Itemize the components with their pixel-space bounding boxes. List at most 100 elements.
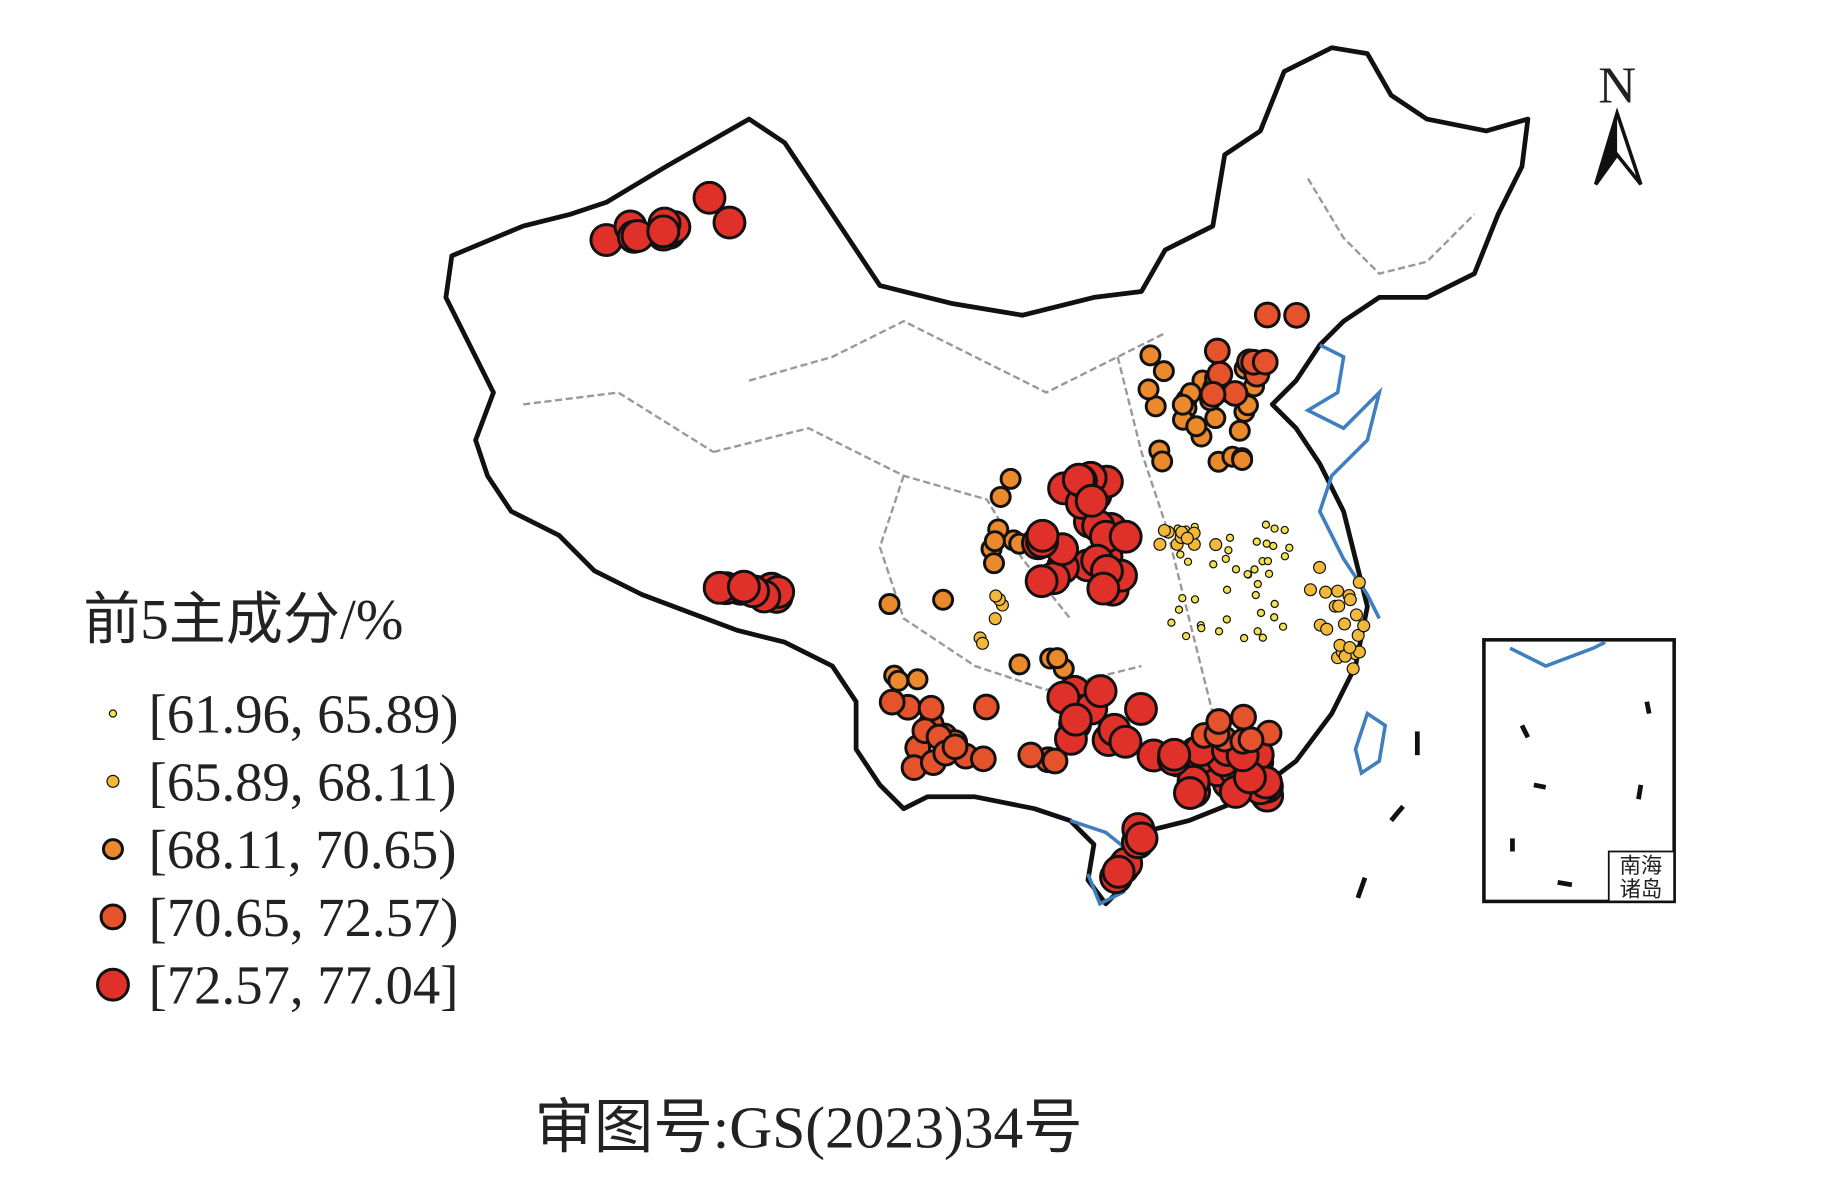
- sample-point: [1263, 556, 1273, 566]
- sample-point: [1256, 608, 1266, 618]
- sample-point: [1270, 613, 1279, 622]
- sample-point: [917, 694, 945, 722]
- sample-point: [1253, 579, 1262, 589]
- sample-point: [989, 589, 1003, 603]
- sample-point: [1278, 622, 1288, 631]
- sample-point: [1183, 557, 1193, 566]
- sample-point: [941, 733, 969, 761]
- sample-point: [1108, 519, 1143, 554]
- sample-point: [878, 688, 906, 716]
- sample-point: [1209, 538, 1223, 552]
- sample-point: [1222, 615, 1231, 624]
- sample-point: [1253, 301, 1281, 329]
- north-arrow: N: [1593, 56, 1643, 186]
- sample-point: [969, 745, 997, 773]
- sample-point: [1151, 450, 1174, 473]
- sample-point: [1349, 608, 1363, 622]
- sample-point: [975, 636, 990, 650]
- sample-point: [1280, 525, 1289, 535]
- sample-point: [1209, 560, 1218, 569]
- inset-label: 诸岛: [1619, 878, 1662, 902]
- approval-number: 审图号:GS(2023)34号: [534, 1095, 1082, 1161]
- sample-point: [1153, 537, 1167, 551]
- sample-point: [1025, 518, 1060, 553]
- sample-point: [1331, 584, 1345, 598]
- sample-point: [1203, 337, 1231, 365]
- sample-point: [726, 569, 761, 604]
- legend-marker: [101, 838, 124, 861]
- sample-point: [1357, 619, 1371, 633]
- sample-point: [1157, 737, 1192, 772]
- sample-point: [1214, 627, 1224, 636]
- sample-point: [1303, 583, 1318, 597]
- sample-point: [983, 530, 1006, 553]
- sample-point: [887, 669, 910, 692]
- sample-point: [1190, 595, 1200, 604]
- sample-point: [1231, 565, 1241, 574]
- sample-point: [1185, 415, 1208, 438]
- sample-point: [1343, 640, 1357, 655]
- sample-point: [972, 693, 1000, 721]
- sample-point: [692, 180, 727, 215]
- sample-point: [988, 612, 1002, 626]
- sample-point: [1024, 564, 1059, 599]
- sample-point: [1352, 575, 1366, 589]
- sample-point: [1346, 662, 1360, 676]
- sample-point: [1228, 419, 1251, 442]
- sample-point: [1086, 571, 1121, 606]
- sample-point: [878, 593, 901, 616]
- sample-point: [1230, 703, 1257, 731]
- sample-point: [1174, 605, 1184, 614]
- inset: 南海 诸岛: [1482, 638, 1676, 904]
- sample-point: [1270, 599, 1279, 609]
- sample-point: [1262, 539, 1271, 548]
- sample-point: [1167, 618, 1176, 627]
- sample-point: [646, 214, 681, 249]
- sample-point: [906, 668, 929, 691]
- sample-point: [1074, 483, 1109, 518]
- sample-point: [932, 588, 955, 611]
- sample-point: [1222, 585, 1232, 594]
- country-outline: [443, 45, 1531, 907]
- sample-point: [1178, 593, 1187, 603]
- sample-point: [1237, 726, 1265, 754]
- legend: [61.96, 65.89)[65.89, 68.11) [68.11, 70.6…: [96, 684, 459, 1016]
- sample-point: [1253, 627, 1262, 636]
- sample-point: [1351, 628, 1365, 642]
- legend-label: [61.96, 65.89): [149, 684, 459, 745]
- sample-point: [1221, 554, 1230, 564]
- sample-point: [1176, 550, 1185, 559]
- north-label: N: [1598, 56, 1636, 114]
- sample-point: [1180, 531, 1194, 545]
- legend-marker: [108, 709, 118, 718]
- sample-point: [1199, 380, 1227, 408]
- sample-point: [1205, 708, 1233, 735]
- sample-point: [1258, 633, 1267, 642]
- sample-point: [1124, 821, 1159, 856]
- sample-point: [1139, 344, 1162, 367]
- legend-marker: [99, 903, 127, 931]
- sample-point: [1231, 448, 1254, 471]
- sample-points: [589, 180, 1371, 895]
- sample-point: [1157, 523, 1171, 538]
- legend-marker: [106, 774, 120, 788]
- sample-point: [1320, 622, 1334, 636]
- sample-point: [1332, 599, 1346, 613]
- sample-point: [1008, 653, 1031, 676]
- sample-point: [1108, 724, 1143, 759]
- sample-point: [1264, 569, 1274, 579]
- legend-title: 前5主成分/%: [83, 589, 403, 652]
- sample-point: [1319, 585, 1333, 599]
- sample-point: [1261, 520, 1271, 529]
- island-dashes: [1355, 731, 1420, 899]
- sample-point: [712, 205, 747, 240]
- sample-point: [1224, 546, 1233, 555]
- sample-point: [1270, 524, 1279, 533]
- sample-point: [1250, 565, 1259, 574]
- inset-label: 南海: [1619, 854, 1662, 878]
- legend-label: [72.57, 77.04]: [149, 955, 459, 1016]
- sample-point: [1172, 776, 1207, 810]
- sample-point: [1017, 741, 1045, 769]
- sample-point: [1239, 633, 1249, 643]
